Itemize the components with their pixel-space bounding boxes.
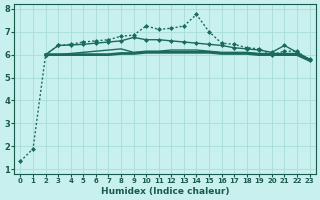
X-axis label: Humidex (Indice chaleur): Humidex (Indice chaleur) [101,187,229,196]
